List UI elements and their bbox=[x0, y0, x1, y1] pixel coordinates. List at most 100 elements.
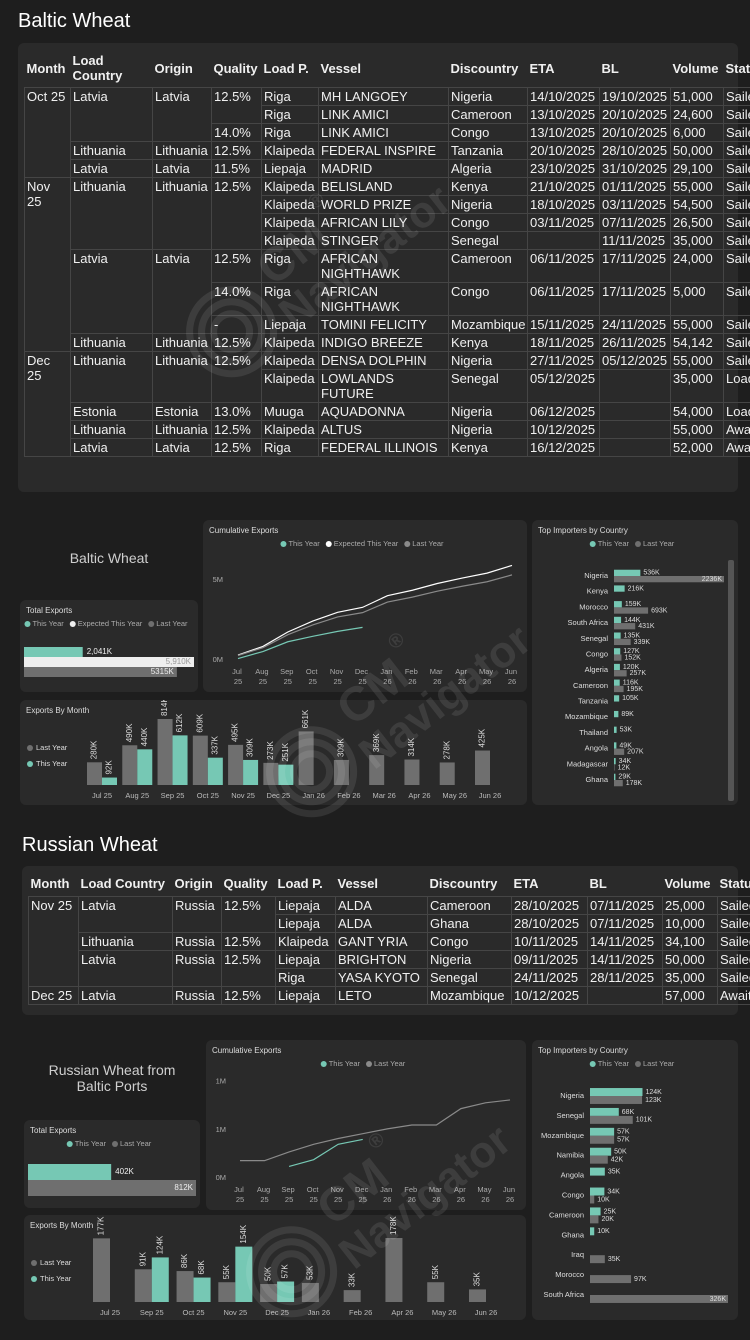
cell: Lithuania bbox=[78, 932, 173, 951]
bar bbox=[614, 585, 625, 592]
column-header: Origin bbox=[154, 60, 193, 76]
legend-label: This Year bbox=[36, 759, 68, 768]
x-tick-part: 25 bbox=[260, 1195, 268, 1204]
value-label: 273K bbox=[266, 741, 275, 760]
cell: Klaipeda bbox=[261, 141, 319, 160]
value-label: 50K bbox=[614, 1149, 627, 1156]
bar bbox=[260, 1284, 278, 1302]
legend-label: This Year bbox=[598, 1059, 630, 1068]
cell: Liepaja bbox=[275, 914, 336, 933]
x-tick-label: Jan 26 bbox=[302, 791, 325, 800]
value-label: 440K bbox=[140, 727, 149, 746]
bar bbox=[590, 1155, 608, 1164]
cell: Sailed bbox=[723, 231, 750, 250]
x-tick-part: Mar bbox=[429, 1185, 444, 1194]
value-label: 216K bbox=[628, 585, 645, 592]
cell: Liepaja bbox=[275, 986, 336, 1005]
chart-title: Total Exports bbox=[30, 1126, 76, 1135]
value-label: 178K bbox=[389, 1216, 398, 1235]
cell: 10/12/2025 bbox=[527, 420, 600, 439]
bar bbox=[614, 638, 631, 646]
x-tick-part: 25 bbox=[309, 1195, 317, 1204]
chart-title: Exports By Month bbox=[26, 706, 89, 715]
x-tick-label: Oct 25 bbox=[307, 1185, 321, 1204]
x-tick-part: Oct bbox=[307, 1185, 321, 1194]
x-tick-part: 26 bbox=[383, 1195, 391, 1204]
cell: Sailed bbox=[717, 914, 750, 933]
value-label: 120K bbox=[623, 664, 640, 671]
x-tick-part: 26 bbox=[508, 677, 516, 686]
bar bbox=[157, 719, 173, 785]
chart-panel: Top Importers by Country This Year Last Ye… bbox=[532, 1040, 738, 1320]
chart-panel: Top Importers by Country This Year Last Ye… bbox=[532, 520, 738, 805]
x-tick-label: Jun 26 bbox=[505, 667, 519, 686]
cell: 14.0% bbox=[211, 123, 262, 142]
bar bbox=[28, 1164, 112, 1180]
value-label: 68K bbox=[197, 1260, 206, 1275]
bar bbox=[277, 1281, 295, 1302]
cell: Sailed bbox=[723, 333, 750, 352]
cell: 20/10/2025 bbox=[599, 105, 671, 124]
cell: Mozambique bbox=[427, 986, 512, 1005]
cell: Cameroon bbox=[448, 105, 528, 124]
cell: 6,000 bbox=[670, 123, 724, 142]
cell: 12.5% bbox=[221, 986, 276, 1005]
bar bbox=[590, 1227, 595, 1236]
chart-title: Top Importers by Country bbox=[538, 1046, 628, 1055]
category-label: Senegal bbox=[580, 634, 608, 643]
column-header: Status bbox=[725, 60, 750, 76]
table-panel: Month Load Country Origin Quality Load P. Ves… bbox=[18, 43, 750, 492]
x-tick-part: 25 bbox=[284, 677, 292, 686]
cell: 17/11/2025 bbox=[599, 282, 671, 316]
cell: Congo bbox=[448, 123, 528, 142]
cell: 23/10/2025 bbox=[527, 159, 600, 178]
legend-swatch bbox=[280, 541, 287, 547]
x-tick-label: Jul 25 bbox=[234, 1185, 246, 1204]
cell: Latvia bbox=[78, 950, 173, 987]
bar bbox=[590, 1135, 615, 1144]
bar bbox=[590, 1096, 643, 1104]
bar bbox=[228, 744, 244, 785]
chart: Top Importers by Country This Year Last Ye… bbox=[538, 526, 734, 801]
cell: Latvia bbox=[152, 438, 212, 457]
value-label: 152K bbox=[624, 654, 641, 661]
cell: LINK AMICI bbox=[318, 105, 449, 124]
x-tick-label: Jun 26 bbox=[479, 791, 502, 800]
table-row: Latvia Latvia 11.5% Liepaja MADRID Algeria 23/… bbox=[25, 159, 750, 178]
bar bbox=[614, 663, 620, 671]
cell bbox=[527, 231, 600, 250]
cell: Cameroon bbox=[448, 249, 528, 283]
cell: 55,000 bbox=[670, 177, 724, 196]
category-label: Thailand bbox=[579, 728, 608, 737]
x-tick-part: Jun bbox=[503, 1185, 517, 1194]
column-header: Quality bbox=[223, 875, 268, 891]
bar bbox=[614, 670, 627, 677]
x-tick-part: Jul bbox=[234, 1185, 246, 1194]
value-label: 144K bbox=[624, 617, 641, 624]
table-row: Oct 25 Latvia Latvia 12.5% Riga MH LANGOEY Nig… bbox=[24, 87, 750, 178]
legend-label: Expected This Year bbox=[78, 619, 143, 628]
value-label: 402K bbox=[115, 1167, 134, 1176]
value-label: 2236K bbox=[702, 576, 723, 583]
column-header: Load P. bbox=[263, 60, 309, 76]
cell: Liepaja bbox=[275, 950, 336, 969]
cell: Sailed bbox=[723, 87, 750, 106]
x-tick-label: May 26 bbox=[432, 1308, 457, 1317]
cell: 05/12/2025 bbox=[527, 369, 600, 403]
cell: 27/11/2025 bbox=[527, 351, 600, 370]
bar bbox=[614, 773, 616, 780]
category-label: South Africa bbox=[544, 1290, 585, 1299]
bar bbox=[614, 616, 622, 624]
bar bbox=[614, 695, 620, 702]
bar bbox=[614, 726, 617, 733]
chart-title: Exports By Month bbox=[30, 1221, 93, 1230]
cell: Congo bbox=[427, 932, 512, 951]
value-label: 280K bbox=[90, 740, 99, 759]
bar bbox=[614, 576, 724, 583]
cell: 12.5% bbox=[211, 141, 262, 160]
legend-swatch bbox=[404, 541, 411, 547]
bar bbox=[614, 710, 619, 718]
table-row: Lithuania Lithuania 12.5% Klaipeda FEDERAL I… bbox=[25, 141, 750, 160]
x-tick-part: 26 bbox=[432, 1195, 440, 1204]
legend-swatch bbox=[320, 1061, 327, 1067]
